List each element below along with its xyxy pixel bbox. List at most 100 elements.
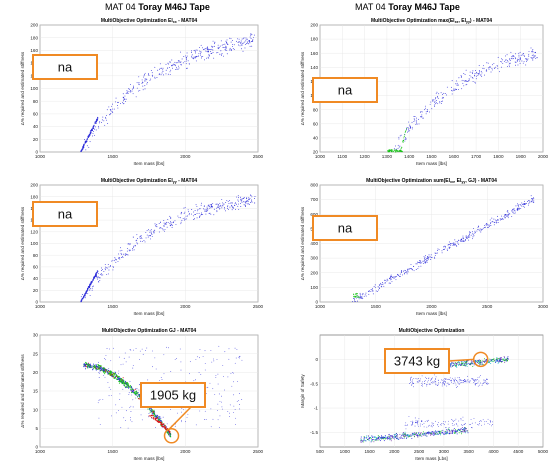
y-tick-label: 40	[33, 276, 39, 281]
data-point	[499, 218, 501, 220]
data-point	[435, 252, 436, 254]
data-point	[110, 110, 112, 112]
data-point	[461, 240, 463, 242]
data-point	[505, 59, 507, 61]
data-point	[500, 60, 502, 62]
data-point	[117, 107, 119, 109]
data-point	[491, 425, 492, 427]
data-point	[236, 349, 238, 351]
data-point	[466, 237, 468, 239]
data-point	[454, 424, 455, 426]
data-point	[458, 378, 460, 380]
data-point	[397, 147, 399, 149]
data-point	[393, 434, 395, 436]
data-point	[473, 379, 475, 381]
data-point	[410, 127, 411, 129]
data-point	[243, 204, 245, 206]
x-tick-label: 2000	[538, 154, 549, 159]
data-point	[477, 74, 479, 76]
data-point	[478, 73, 480, 75]
data-point	[432, 381, 434, 382]
data-point	[427, 381, 428, 383]
data-point	[382, 438, 384, 440]
data-point	[363, 439, 365, 441]
data-point	[175, 224, 177, 225]
data-point	[194, 56, 196, 58]
data-point	[452, 244, 454, 246]
data-point	[374, 284, 376, 286]
data-point	[208, 49, 210, 50]
data-point	[355, 301, 357, 302]
data-point	[150, 70, 152, 71]
data-point	[530, 201, 532, 203]
data-point	[477, 229, 479, 230]
data-point	[115, 374, 118, 376]
data-point	[167, 73, 169, 75]
data-point	[452, 425, 454, 426]
data-point	[200, 56, 202, 58]
data-point	[238, 393, 240, 394]
data-point	[238, 203, 240, 205]
data-point	[162, 416, 164, 418]
data-point	[160, 74, 162, 76]
data-point	[124, 255, 126, 256]
data-point	[128, 392, 130, 394]
data-point	[461, 379, 463, 381]
data-point	[400, 134, 402, 136]
data-point	[170, 218, 172, 220]
data-point	[377, 286, 379, 288]
data-point	[85, 149, 87, 151]
data-point	[435, 430, 437, 432]
data-point	[431, 422, 433, 424]
data-point	[125, 420, 126, 421]
data-point	[464, 81, 466, 82]
data-point	[154, 357, 156, 359]
data-point	[132, 367, 134, 369]
data-point	[386, 278, 388, 280]
data-point	[454, 430, 456, 432]
data-point	[475, 380, 477, 382]
data-point	[170, 217, 172, 219]
data-point	[163, 222, 165, 224]
data-point	[377, 438, 379, 440]
data-point	[197, 209, 199, 210]
data-point	[392, 436, 394, 438]
data-point	[407, 130, 409, 132]
data-point	[535, 57, 537, 59]
data-point	[158, 419, 160, 421]
data-point	[396, 148, 398, 150]
data-point	[152, 415, 154, 417]
data-point	[95, 122, 97, 124]
data-point	[413, 377, 415, 379]
data-point	[224, 46, 226, 48]
data-point	[467, 381, 469, 383]
data-point	[457, 361, 459, 363]
data-point	[194, 49, 196, 51]
data-point	[376, 291, 378, 292]
y-tick-label: 20	[313, 150, 319, 155]
data-point	[497, 359, 499, 361]
data-point	[102, 116, 104, 118]
data-point	[437, 97, 439, 99]
data-point	[94, 366, 96, 368]
data-point	[465, 428, 467, 430]
data-point	[379, 285, 380, 286]
data-point	[492, 421, 493, 423]
data-point	[165, 69, 167, 71]
x-tick-label: 2000	[180, 154, 191, 159]
data-point	[501, 218, 502, 220]
data-point	[160, 377, 162, 378]
data-point	[178, 67, 180, 69]
data-point	[446, 86, 448, 88]
data-point	[469, 71, 471, 73]
data-point	[390, 277, 392, 279]
data-point	[410, 384, 412, 386]
data-point	[161, 379, 163, 380]
data-point	[156, 224, 158, 225]
data-point	[111, 371, 113, 373]
data-point	[462, 416, 464, 418]
data-point	[206, 51, 208, 53]
data-point	[206, 208, 208, 210]
data-point	[506, 54, 508, 56]
data-point	[140, 234, 142, 236]
